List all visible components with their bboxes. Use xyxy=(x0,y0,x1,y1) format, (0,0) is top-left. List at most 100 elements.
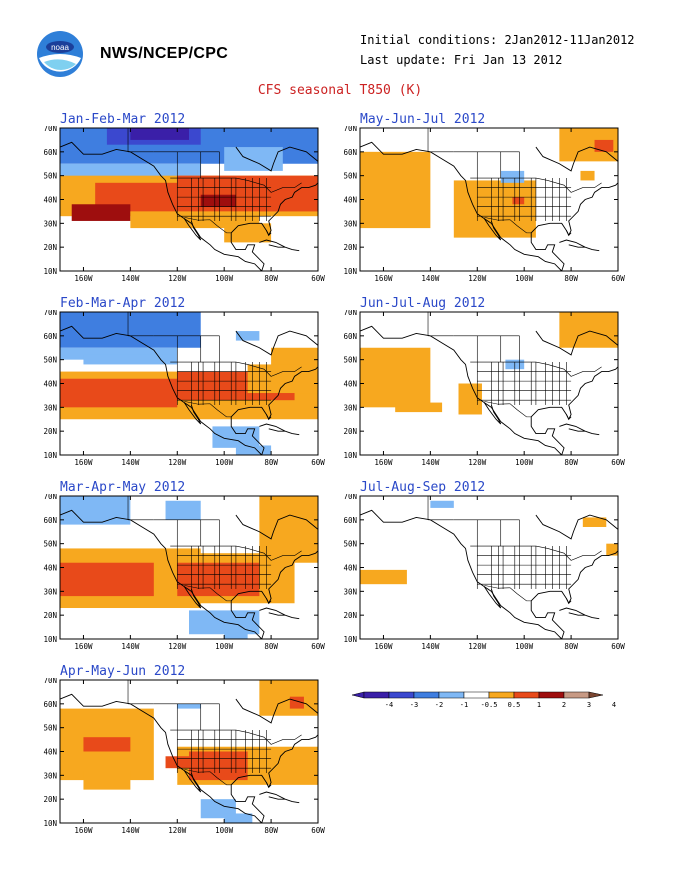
lon-label: 100W xyxy=(515,642,534,651)
lat-label: 50N xyxy=(343,356,357,365)
legend-label: 3 xyxy=(587,701,591,709)
legend-swatch xyxy=(438,691,465,699)
lon-label: 80W xyxy=(264,458,278,467)
legend-label: -2 xyxy=(435,701,443,709)
lat-label: 70N xyxy=(343,310,357,317)
lon-label: 160W xyxy=(74,826,93,835)
lat-label: 60N xyxy=(43,700,57,709)
lon-label: 160W xyxy=(374,458,393,467)
last-update: Last update: Fri Jan 13 2012 xyxy=(360,53,563,67)
lon-label: 100W xyxy=(215,642,234,651)
map-panel-amj: 70N 60N 50N 40N 30N 20N 10N 160W 140W 120W 100W 80W… xyxy=(43,678,325,835)
legend-swatch xyxy=(513,691,540,699)
lon-label: 60W xyxy=(611,458,625,467)
lat-label: 50N xyxy=(43,356,57,365)
lat-label: 60N xyxy=(343,516,357,525)
lat-label: 40N xyxy=(343,564,357,573)
map-panel-mam: 70N 60N 50N 40N 30N 20N 10N 160W 140W 120W 100W 80W… xyxy=(43,494,325,651)
panel-title-amj: Apr-May-Jun 2012 xyxy=(60,664,186,679)
lat-label: 20N xyxy=(343,243,357,252)
legend-label: -1 xyxy=(460,701,468,709)
lon-label: 100W xyxy=(215,274,234,283)
lat-label: 20N xyxy=(43,243,57,252)
page-title: CFS seasonal T850 (K) xyxy=(257,83,423,98)
lat-label: 40N xyxy=(43,380,57,389)
lat-label: 10N xyxy=(43,635,57,644)
lon-label: 160W xyxy=(74,642,93,651)
legend-swatch xyxy=(563,691,590,699)
lat-label: 50N xyxy=(43,540,57,549)
lat-label: 40N xyxy=(43,196,57,205)
svg-text:noaa: noaa xyxy=(51,43,69,52)
lat-label: 60N xyxy=(343,332,357,341)
lat-label: 40N xyxy=(43,564,57,573)
initial-conditions: Initial conditions: 2Jan2012-11Jan2012 xyxy=(360,33,635,47)
lat-label: 50N xyxy=(43,724,57,733)
lon-label: 140W xyxy=(421,458,440,467)
agency-name: NWS/NCEP/CPC xyxy=(100,45,229,62)
lat-label: 30N xyxy=(43,587,57,596)
lon-label: 120W xyxy=(168,826,187,835)
lon-label: 160W xyxy=(74,274,93,283)
lon-label: 60W xyxy=(311,274,325,283)
lat-label: 10N xyxy=(43,267,57,276)
map-panel-jfm: 70N 60N 50N 40N 30N 20N 10N 160W 140W 120W 100W 80W… xyxy=(43,126,325,283)
lat-label: 20N xyxy=(43,795,57,804)
lon-label: 160W xyxy=(74,458,93,467)
legend-swatch xyxy=(413,691,440,699)
map-panel-mjj: 70N 60N 50N 40N 30N 20N 10N 160W 140W 120W 100W 80W… xyxy=(343,126,625,283)
map-panel-jja: 70N 60N 50N 40N 30N 20N 10N 160W 140W 120W 100W 80W… xyxy=(343,310,625,467)
lon-label: 140W xyxy=(421,642,440,651)
lat-label: 10N xyxy=(343,635,357,644)
legend-label: 1 xyxy=(537,701,541,709)
lat-label: 20N xyxy=(43,611,57,620)
lat-label: 20N xyxy=(343,427,357,436)
lat-label: 70N xyxy=(343,126,357,133)
lon-label: 120W xyxy=(468,458,487,467)
lon-label: 120W xyxy=(168,642,187,651)
lon-label: 60W xyxy=(611,274,625,283)
legend-arrow-right xyxy=(588,691,604,699)
lat-label: 70N xyxy=(43,678,57,685)
map-panel-jas: 70N 60N 50N 40N 30N 20N 10N 160W 140W 120W 100W 80W… xyxy=(343,494,625,651)
lat-label: 20N xyxy=(43,427,57,436)
lon-label: 100W xyxy=(515,458,534,467)
lat-label: 10N xyxy=(43,819,57,828)
lat-label: 60N xyxy=(343,148,357,157)
lat-label: 40N xyxy=(343,380,357,389)
lon-label: 80W xyxy=(264,826,278,835)
panel-title-mjj: May-Jun-Jul 2012 xyxy=(360,112,486,127)
lon-label: 60W xyxy=(311,458,325,467)
lon-label: 80W xyxy=(264,274,278,283)
panel-title-jfm: Jan-Feb-Mar 2012 xyxy=(60,112,186,127)
lat-label: 30N xyxy=(43,219,57,228)
lon-label: 60W xyxy=(311,826,325,835)
lon-label: 80W xyxy=(264,642,278,651)
lat-label: 20N xyxy=(343,611,357,620)
lon-label: 160W xyxy=(374,274,393,283)
lon-label: 140W xyxy=(121,274,140,283)
lon-label: 60W xyxy=(311,642,325,651)
lat-label: 70N xyxy=(43,310,57,317)
legend-label: -3 xyxy=(410,701,418,709)
lon-label: 140W xyxy=(121,826,140,835)
legend-label: -4 xyxy=(385,701,393,709)
lat-label: 70N xyxy=(43,126,57,133)
lat-label: 30N xyxy=(343,403,357,412)
lat-label: 60N xyxy=(43,332,57,341)
lon-label: 60W xyxy=(611,642,625,651)
legend-label: 4 xyxy=(612,701,616,709)
color-legend: -4 -3 -2 -1 -0.5 0.5 1 2 3 4 xyxy=(352,691,616,709)
lat-label: 10N xyxy=(43,451,57,460)
lat-label: 50N xyxy=(343,172,357,181)
lat-label: 60N xyxy=(43,148,57,157)
map-panel-fma: 70N 60N 50N 40N 30N 20N 10N 160W 140W 120W 100W 80W… xyxy=(43,310,325,467)
lat-label: 70N xyxy=(343,494,357,501)
panel-title-mam: Mar-Apr-May 2012 xyxy=(60,480,186,495)
lon-label: 140W xyxy=(121,642,140,651)
lat-label: 30N xyxy=(43,403,57,412)
panel-title-fma: Feb-Mar-Apr 2012 xyxy=(60,296,186,311)
lon-label: 120W xyxy=(168,274,187,283)
legend-swatch xyxy=(538,691,565,699)
legend-swatch xyxy=(463,691,490,699)
